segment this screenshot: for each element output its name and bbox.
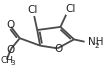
Text: Cl: Cl: [27, 5, 38, 15]
Text: O: O: [54, 44, 62, 54]
Text: CH: CH: [1, 56, 14, 65]
Text: 2: 2: [94, 43, 99, 49]
Text: Cl: Cl: [65, 4, 75, 14]
Text: 3: 3: [10, 60, 15, 66]
Text: NH: NH: [88, 37, 103, 47]
Text: O: O: [7, 20, 15, 30]
Text: O: O: [7, 45, 15, 55]
